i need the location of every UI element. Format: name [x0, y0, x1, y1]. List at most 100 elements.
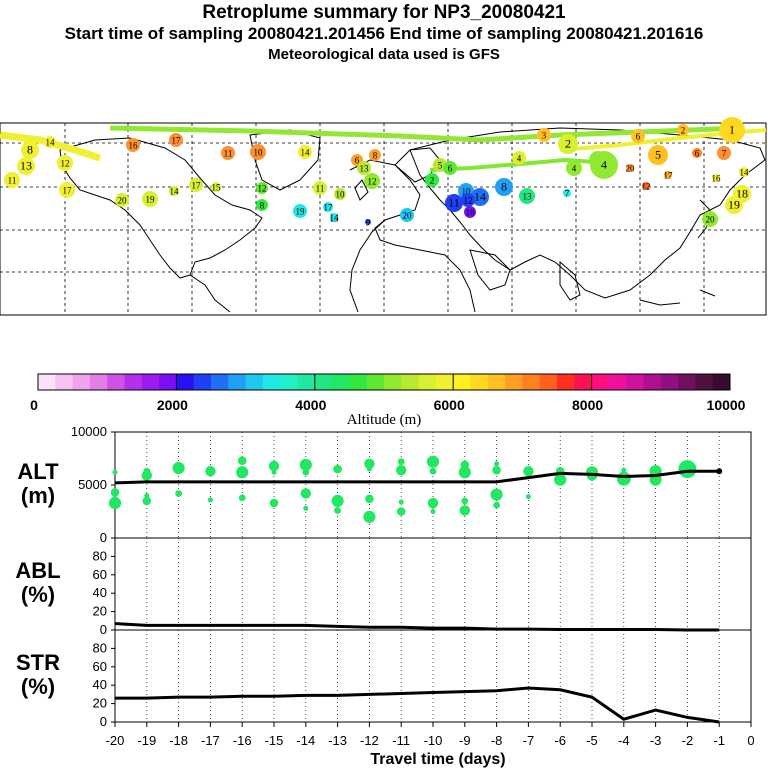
map-day-label: 6 [448, 164, 453, 174]
map-day-label: 12 [464, 196, 473, 206]
colorbar-swatch [107, 374, 125, 390]
altitude-point [205, 466, 216, 477]
map-day-label: 2 [430, 176, 435, 186]
colorbar-swatch [712, 374, 731, 390]
map-centroid-marker [250, 144, 266, 160]
colorbar-swatch [505, 374, 523, 390]
panel-abl: 0 20 40 60 80 ABL (%) [15, 537, 752, 637]
altitude-point [331, 494, 344, 507]
colorbar-swatch [626, 374, 644, 390]
altitude-point [303, 505, 309, 511]
altitude-point [396, 507, 406, 516]
map-day-label: 14 [301, 148, 311, 158]
colorbar-swatch [124, 374, 143, 390]
chart-title: Retroplume summary for NP3_20080421 [202, 2, 566, 23]
map-day-label: 1 [729, 123, 735, 137]
map-day-label: 17 [192, 181, 202, 191]
map-day-label: 6 [695, 149, 700, 159]
colorbar-swatch [193, 374, 212, 390]
map-day-label: 4 [601, 158, 607, 172]
colorbar-tick-label: 10000 [707, 397, 746, 413]
altitude-point [523, 466, 534, 477]
map-centroid-marker [323, 202, 333, 212]
y-axis-label-line: (%) [21, 582, 55, 607]
altitude-point [271, 469, 277, 475]
map-day-label: 4 [572, 164, 577, 174]
map-centroid-marker [626, 164, 634, 172]
map-centroid-marker [59, 182, 75, 198]
altitude-point [586, 466, 598, 479]
panel-frame [114, 629, 752, 723]
colorbar-swatch [695, 374, 714, 390]
map-centroid-marker [677, 124, 689, 136]
map-centroid-marker [719, 117, 745, 143]
colorbar-axis-label: Altitude (m) [347, 412, 422, 428]
colorbar-swatch [211, 374, 229, 390]
map-centroid-marker [334, 188, 346, 200]
series-endpoint [716, 468, 723, 475]
map-day-label: 8 [260, 201, 265, 211]
colorbar-swatch [262, 374, 281, 390]
map-centroid-marker [717, 146, 731, 160]
coastline [189, 274, 231, 313]
altitude-point [237, 456, 247, 465]
altitude-point [461, 497, 469, 505]
map-centroid-marker [365, 219, 371, 225]
colorbar-swatch [332, 374, 350, 390]
map-day-label: 17 [324, 203, 334, 213]
map-centroid-marker [631, 129, 645, 143]
altitude-point [398, 499, 404, 505]
map-day-label: 14 [46, 138, 56, 148]
map-centroid-marker [189, 178, 203, 192]
map-day-label: 5 [655, 148, 661, 162]
map-day-label: 17 [664, 171, 674, 181]
colorbar-swatch [72, 374, 91, 390]
map-day-label: 16 [712, 174, 722, 184]
x-tick-label: -20 [106, 733, 125, 748]
map-centroid-marker [400, 208, 414, 222]
coastline [59, 137, 263, 279]
series-line [115, 686, 720, 724]
x-tick-label: -7 [523, 733, 535, 748]
y-tick-label: 0 [100, 530, 107, 545]
altitude-point [397, 458, 405, 466]
map-centroid-marker [330, 213, 338, 221]
colorbar-swatch [38, 374, 56, 390]
colorbar-swatch [55, 374, 74, 390]
map-day-label: 13 [20, 159, 32, 173]
x-tick-label: -5 [586, 733, 598, 748]
map-day-label: 8 [27, 143, 33, 157]
map-day-label: 12 [642, 182, 651, 192]
map-centroid-marker [115, 193, 129, 207]
map-centroid-marker [313, 181, 327, 195]
colorbar-tick-label: 4000 [295, 397, 326, 413]
altitude-colorbar: 0 2000 4000 6000 8000 10000 Altitude (m) [30, 373, 746, 428]
colorbar-swatch [384, 374, 402, 390]
map-centroid-marker [739, 167, 749, 177]
x-tick-label: -16 [233, 733, 252, 748]
series-line [114, 469, 720, 485]
colorbar-swatch [678, 374, 696, 390]
x-tick-label: -8 [491, 733, 503, 748]
x-tick-label: -12 [360, 733, 379, 748]
map-centroid-marker [57, 155, 73, 171]
altitude-point [269, 498, 279, 508]
altitude-point [300, 488, 311, 499]
altitude-point [141, 470, 152, 481]
map-day-label: 8 [501, 180, 507, 194]
colorbar-swatch [591, 374, 610, 390]
x-tick-label: -6 [554, 733, 566, 748]
map-centroid-marker [471, 188, 489, 206]
map-centroid-marker [425, 173, 439, 187]
colorbar-swatch [349, 374, 368, 390]
altitude-point [172, 461, 185, 475]
y-tick-label: 80 [93, 548, 107, 563]
map-centroid-marker [21, 141, 39, 159]
colorbar-swatch [418, 374, 437, 390]
altitude-point [142, 496, 152, 506]
map-day-label: 10 [462, 187, 472, 197]
map-centroid-marker [558, 134, 578, 154]
map-day-label: 17 [172, 136, 182, 146]
coastline [354, 179, 369, 201]
